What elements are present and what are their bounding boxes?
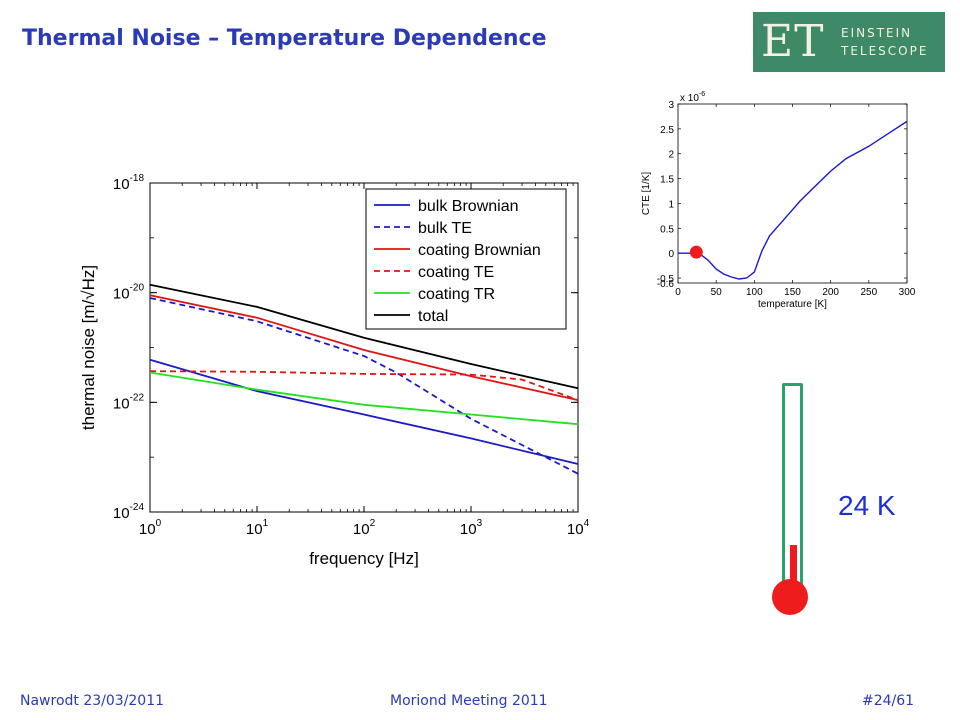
main-y-tick-label: 10-22: [113, 392, 145, 412]
cte-x-tick-label: 100: [746, 287, 763, 298]
logo-line-telescope: TELESCOPE: [841, 44, 929, 58]
cte-y-tick-label: 0.5: [660, 224, 674, 235]
main-y-tick-label: 10-24: [113, 502, 145, 522]
cte-y-min-label: -0.6: [657, 279, 675, 290]
main-y-tick-label: 10-20: [113, 283, 145, 303]
main-x-tick-label-exp: 3: [477, 518, 483, 529]
main-y-tick-label-base: 10: [113, 395, 130, 412]
main-x-axis-label: frequency [Hz]: [309, 549, 419, 568]
main-x-tick-label: 103: [460, 518, 483, 538]
main-y-tick-label-exp: -20: [130, 283, 145, 294]
series-line-bulk-te: [149, 297, 579, 475]
main-x-tick-label-base: 10: [567, 521, 584, 538]
cte-x-tick-label: 300: [899, 287, 916, 298]
thermometer-fill: [790, 545, 797, 593]
main-y-tick-label-exp: -22: [130, 392, 145, 403]
logo-mark: ET: [761, 16, 825, 67]
main-x-tick-label-base: 10: [139, 521, 156, 538]
main-x-tick-label-base: 10: [353, 521, 370, 538]
series-line-coating-te: [149, 370, 579, 401]
main-x-tick-label-exp: 2: [370, 518, 376, 529]
cte-temperature-marker: [689, 245, 703, 259]
series-line-coating-tr: [149, 371, 579, 426]
legend-label: total: [418, 308, 448, 325]
cte-x-tick-label: 150: [784, 287, 801, 298]
cte-exponent-power: -6: [699, 91, 705, 98]
legend-label: bulk Brownian: [418, 198, 519, 215]
series-line-bulk-brownian: [149, 358, 579, 465]
cte-y-tick-label: 2.5: [660, 125, 674, 136]
cte-x-axis-label: temperature [K]: [758, 299, 827, 310]
main-y-tick-label-base: 10: [113, 176, 130, 193]
main-x-tick-label: 102: [353, 518, 376, 538]
footer-page-number: #24/61: [862, 693, 915, 709]
main-x-tick-label: 104: [567, 518, 590, 538]
cte-y-tick-label: 0: [668, 249, 674, 260]
main-x-tick-label-exp: 1: [263, 518, 269, 529]
footer-author-date: Nawrodt 23/03/2011: [20, 693, 165, 709]
legend-label: bulk TE: [418, 220, 472, 237]
legend-label: coating TE: [418, 264, 494, 281]
cte-y-tick-label: 1.5: [660, 175, 674, 186]
slide-title: Thermal Noise – Temperature Dependence: [22, 26, 547, 51]
main-x-tick-label: 100: [139, 518, 162, 538]
main-x-tick-label-exp: 0: [156, 518, 162, 529]
main-x-tick-label-exp: 4: [584, 518, 590, 529]
cte-x-tick-label: 50: [711, 287, 723, 298]
cte-exponent-base: x 10: [680, 93, 699, 104]
footer-meeting: Moriond Meeting 2011: [390, 693, 548, 709]
cte-plot-area: [677, 103, 908, 284]
legend-label: coating Brownian: [418, 242, 541, 259]
main-x-tick-label-base: 10: [246, 521, 263, 538]
series-line-coating-brownian: [149, 294, 579, 401]
legend-label: coating TR: [418, 286, 495, 303]
cte-x-tick-label: 200: [822, 287, 839, 298]
logo-line-einstein: EINSTEIN: [841, 26, 913, 40]
cte-exponent-label: x 10-6: [680, 91, 705, 104]
main-y-tick-label-base: 10: [113, 286, 130, 303]
einstein-telescope-logo: ET EINSTEIN TELESCOPE: [753, 12, 945, 72]
main-legend: [365, 188, 567, 330]
cte-y-tick-label: 1: [668, 199, 674, 210]
main-x-tick-label: 101: [246, 518, 269, 538]
main-x-tick-label-base: 10: [460, 521, 477, 538]
cte-y-tick-label: 3: [668, 100, 674, 111]
main-y-tick-label-base: 10: [113, 505, 130, 522]
thermal-noise-chart: 100 101 102 103 10410-2410-2210-2010-18frequ…: [79, 173, 590, 568]
temperature-label: 24 K: [838, 490, 896, 521]
cte-chart: 0 50 100 150 200 250 300-0.500.511.522.53-0.6x…: [641, 91, 916, 310]
main-y-tick-label-exp: -24: [130, 502, 145, 513]
cte-x-tick-label: 250: [860, 287, 877, 298]
main-y-tick-label-exp: -18: [130, 173, 145, 184]
main-y-tick-label: 10-18: [113, 173, 145, 193]
cte-x-tick-label: 0: [675, 287, 681, 298]
thermometer-bulb: [772, 579, 808, 615]
cte-y-axis-label: CTE [1/K]: [641, 172, 652, 216]
main-y-axis-label: thermal noise [m/√Hz]: [79, 265, 98, 430]
cte-series-line: [678, 120, 908, 280]
thermometer-icon: [772, 383, 812, 615]
cte-y-tick-label: -0.5: [657, 274, 675, 285]
series-line-total: [149, 283, 579, 390]
cte-y-tick-label: 2: [668, 150, 674, 161]
